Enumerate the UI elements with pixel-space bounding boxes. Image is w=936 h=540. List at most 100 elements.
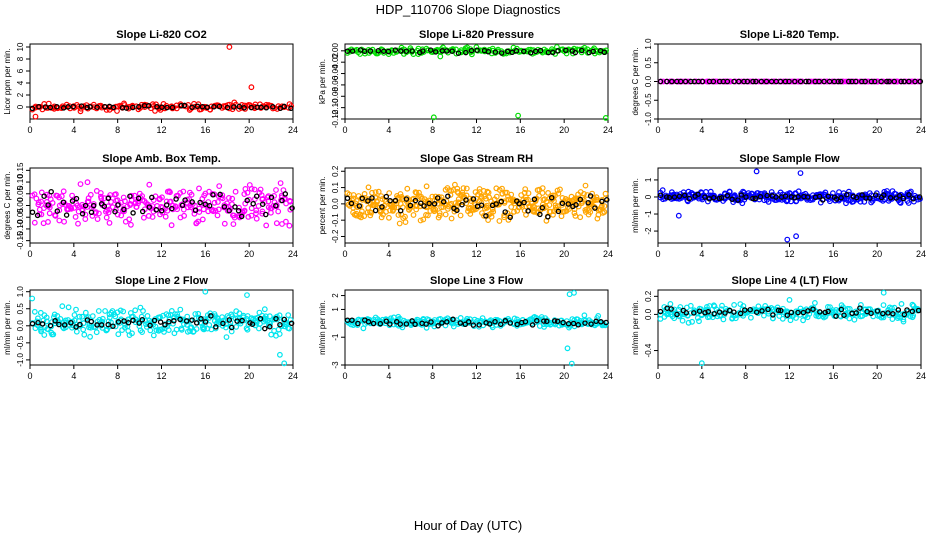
data-point — [239, 317, 245, 324]
data-point — [268, 194, 275, 201]
data-point — [758, 78, 765, 85]
data-point — [598, 319, 604, 325]
data-point — [696, 318, 702, 325]
data-point — [65, 304, 72, 311]
x-tick-label: 24 — [288, 125, 298, 135]
data-point — [47, 322, 54, 329]
data-point — [423, 183, 430, 190]
data-point — [544, 318, 550, 325]
data-point — [370, 320, 377, 327]
data-point — [454, 185, 461, 192]
data-point — [901, 311, 908, 318]
chart-panel-5: Slope Gas Stream RH 0 4 8 12 16 20 24 -0.2 -0.1 0.… — [318, 153, 613, 259]
data-point — [403, 196, 410, 202]
data-point — [916, 194, 923, 200]
x-tick-label: 24 — [916, 125, 926, 135]
data-point — [731, 302, 737, 308]
data-point — [387, 197, 393, 204]
data-point — [467, 211, 474, 217]
data-point — [677, 304, 684, 310]
data-point — [502, 209, 508, 215]
data-point — [103, 214, 110, 221]
data-point — [182, 197, 188, 203]
data-point — [492, 318, 498, 325]
data-point — [88, 318, 95, 325]
data-point — [838, 78, 844, 85]
data-point — [582, 182, 589, 189]
data-point — [60, 188, 67, 195]
data-point — [532, 48, 539, 55]
data-point — [485, 49, 492, 55]
data-point — [822, 309, 828, 316]
data-point — [431, 201, 438, 207]
data-point — [747, 306, 753, 313]
data-point — [253, 207, 260, 214]
data-point — [61, 218, 67, 225]
x-tick-label: 20 — [244, 125, 254, 135]
data-point — [197, 199, 203, 206]
data-point — [181, 102, 188, 109]
data-point — [275, 208, 282, 215]
data-point — [267, 321, 274, 327]
series-hourly-means — [657, 78, 924, 85]
data-point — [288, 103, 295, 109]
data-point — [507, 214, 513, 221]
data-point — [803, 78, 809, 85]
data-point — [537, 211, 543, 218]
y-axis-label: ml/min per min. — [318, 300, 327, 355]
data-point — [685, 188, 692, 195]
data-point — [514, 321, 520, 328]
data-point — [84, 179, 91, 186]
data-point — [659, 187, 666, 194]
y-tick-label: 0.2 — [644, 290, 653, 302]
data-point — [358, 214, 365, 221]
outlier-point — [277, 351, 283, 358]
data-point — [444, 319, 450, 325]
data-point — [102, 308, 108, 314]
y-tick-label: 0.5 — [644, 57, 653, 69]
series-hourly-means — [29, 102, 294, 112]
data-point — [214, 212, 221, 219]
data-point — [671, 194, 678, 200]
data-point — [365, 319, 372, 325]
data-point — [221, 204, 228, 210]
data-point — [110, 323, 116, 329]
data-point — [688, 78, 694, 85]
data-point — [541, 318, 547, 324]
data-point — [539, 190, 546, 196]
data-point — [396, 220, 403, 227]
data-point — [106, 219, 113, 226]
data-point — [548, 194, 555, 201]
data-point — [748, 314, 754, 321]
data-point — [601, 49, 608, 56]
data-point — [139, 329, 146, 336]
data-point — [702, 194, 708, 200]
data-point — [165, 327, 172, 334]
data-point — [800, 317, 806, 324]
data-point — [537, 47, 544, 54]
data-point — [706, 196, 713, 202]
data-point — [173, 326, 180, 333]
data-point — [150, 332, 157, 339]
data-point — [909, 78, 916, 85]
data-point — [114, 211, 121, 218]
data-point — [782, 193, 789, 199]
data-point — [469, 51, 475, 58]
data-point — [115, 319, 122, 325]
data-point — [174, 206, 181, 213]
x-tick-label: 8 — [743, 249, 748, 259]
data-point — [181, 212, 188, 219]
data-point — [73, 328, 80, 335]
data-point — [135, 200, 142, 207]
data-point — [285, 312, 292, 319]
data-point — [361, 48, 368, 54]
outlier-point — [786, 297, 793, 303]
data-point — [442, 211, 449, 218]
data-point — [48, 188, 54, 195]
data-point — [130, 317, 136, 324]
data-point — [95, 210, 102, 217]
data-point — [513, 48, 520, 54]
data-point — [231, 104, 237, 110]
data-point — [817, 309, 823, 315]
